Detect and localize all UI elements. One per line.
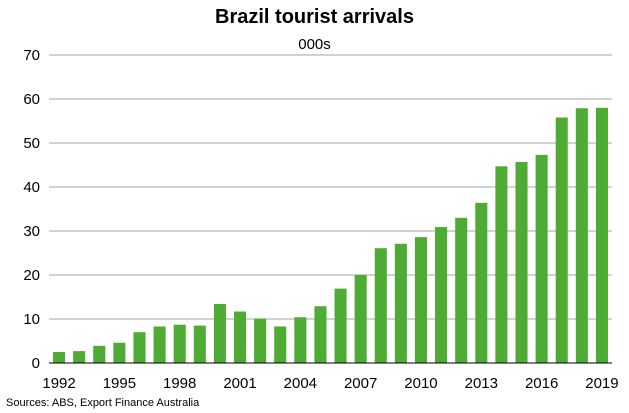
- x-tick-label: 2010: [404, 375, 437, 392]
- bar-1997: [153, 326, 166, 363]
- bar-2010: [414, 237, 428, 363]
- bar-1996: [133, 332, 146, 363]
- y-tick-label: 10: [23, 311, 40, 328]
- y-tick-label: 70: [23, 47, 40, 64]
- bar-2000: [213, 304, 226, 363]
- y-tick-label: 20: [23, 267, 40, 284]
- bar-2009: [394, 243, 407, 363]
- bar-2008: [374, 248, 387, 363]
- bar-2004: [294, 317, 307, 363]
- chart-subtitle: 000s: [298, 36, 331, 53]
- bar-1995: [113, 342, 126, 363]
- y-tick-label: 40: [23, 179, 40, 196]
- x-tick-label: 1998: [163, 375, 196, 392]
- x-tick-label: 2013: [465, 375, 498, 392]
- x-tick-label: 1995: [103, 375, 136, 392]
- bar-1992: [53, 352, 66, 363]
- bar-1998: [173, 324, 186, 363]
- bar-1999: [193, 325, 206, 363]
- bar-2017: [555, 117, 568, 363]
- bar-2011: [435, 227, 448, 363]
- bar-2007: [354, 275, 367, 363]
- x-tick-label: 2007: [344, 375, 377, 392]
- axes: 0 10 20 30 40 50 60 70 1992 1995 1998 2001 2004 2007 2…: [23, 47, 618, 392]
- y-tick-label: 50: [23, 135, 40, 152]
- x-tick-label: 2019: [585, 375, 618, 392]
- x-tick-label: 2016: [525, 375, 558, 392]
- bar-2014: [495, 166, 508, 363]
- bar-2001: [233, 311, 247, 363]
- bar-2003: [274, 326, 287, 363]
- y-tick-label: 0: [32, 355, 40, 372]
- bar-2015: [515, 161, 528, 363]
- source-note: Sources: ABS, Export Finance Australia: [6, 397, 200, 409]
- bar-2006: [334, 288, 347, 363]
- bar-2002: [254, 318, 267, 363]
- chart-title: Brazil tourist arrivals: [215, 6, 414, 28]
- bar-2005: [314, 306, 327, 363]
- x-tick-label: 1992: [42, 375, 75, 392]
- bar-2013: [475, 202, 488, 363]
- y-tick-label: 30: [23, 223, 40, 240]
- bars: [53, 107, 608, 364]
- x-tick-label: 2001: [223, 375, 256, 392]
- bar-2018: [575, 108, 588, 364]
- bar-2012: [455, 217, 468, 363]
- bar-2016: [535, 154, 548, 363]
- x-tick-label: 2004: [284, 375, 317, 392]
- bar-1994: [93, 345, 106, 363]
- bar-1993: [73, 351, 86, 363]
- y-tick-label: 60: [23, 91, 40, 108]
- bar-2019: [595, 107, 608, 363]
